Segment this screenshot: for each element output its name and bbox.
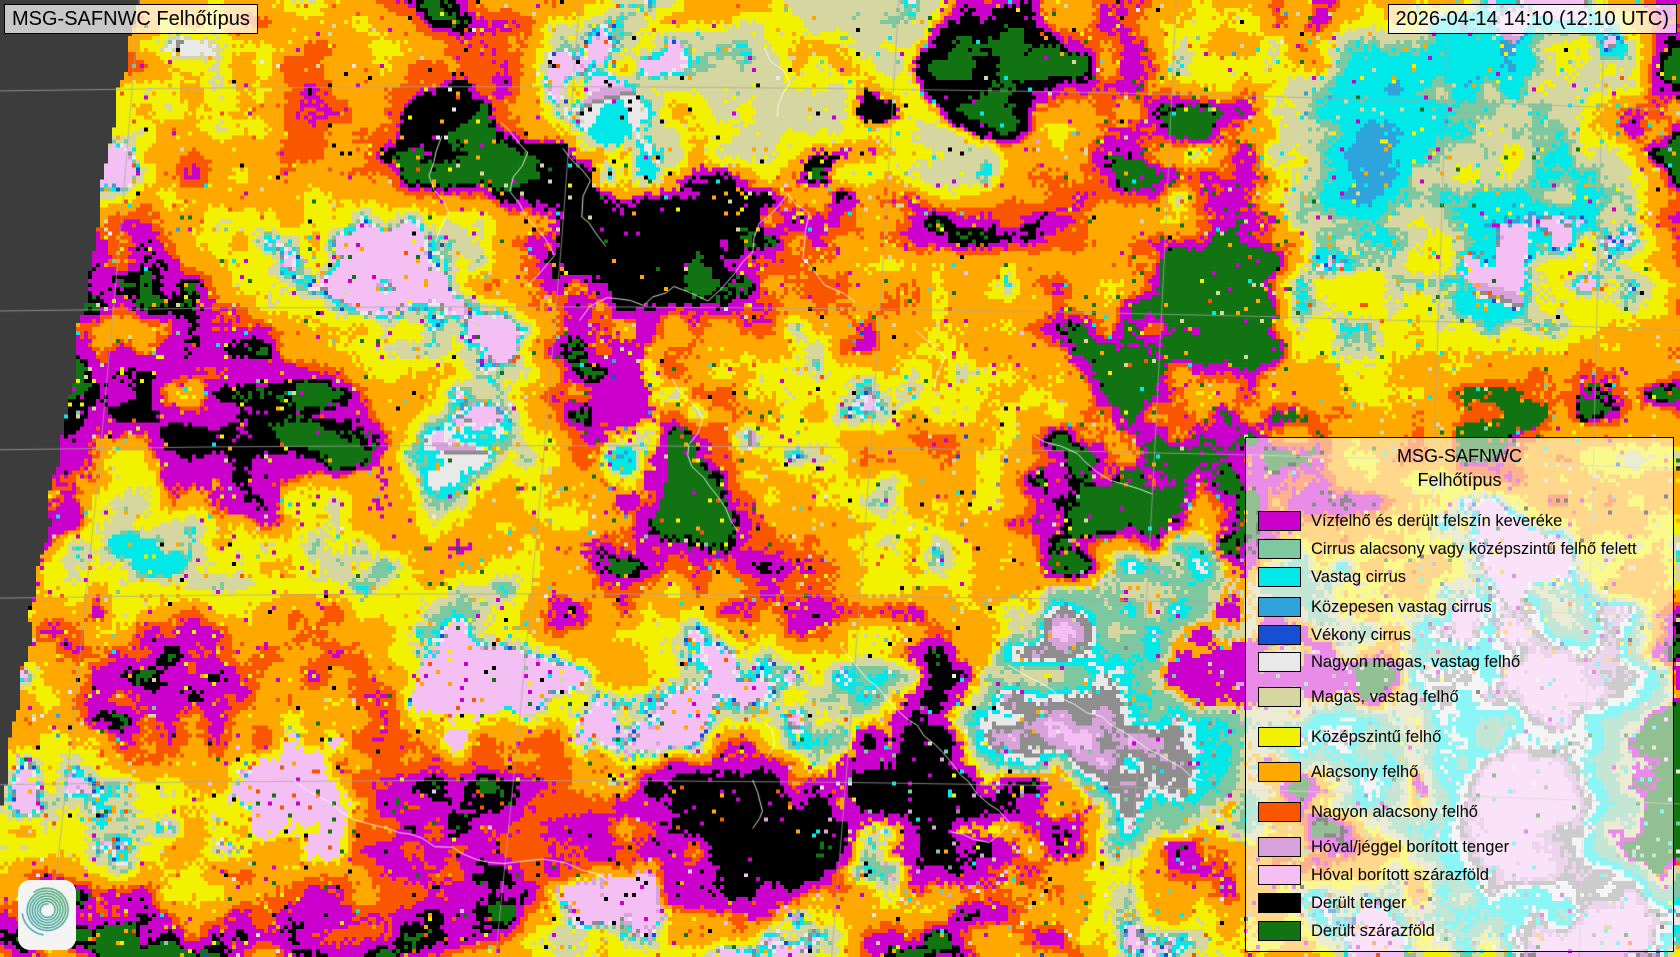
- legend-item: Hóval borított szárazföld: [1258, 865, 1489, 885]
- legend-item: Hóval/jéggel borított tenger: [1258, 837, 1509, 857]
- legend-item-label: Nagyon alacsony felhő: [1311, 802, 1478, 821]
- legend-swatch: [1258, 921, 1301, 941]
- legend-item-label: Cirrus alacsony vagy középszintű felhő f…: [1311, 539, 1637, 558]
- legend-item: Magas, vastag felhő: [1258, 687, 1459, 707]
- legend-item: Derült tenger: [1258, 893, 1406, 913]
- hungaromet-logo: [18, 880, 76, 950]
- legend-item: Vékony cirrus: [1258, 625, 1411, 645]
- legend-item: Középszintű felhő: [1258, 727, 1441, 747]
- legend-title-line2: Felhőtípus: [1417, 470, 1502, 490]
- legend-item: Vízfelhő és derült felszín keveréke: [1258, 511, 1562, 531]
- legend-item-label: Vízfelhő és derült felszín keveréke: [1311, 511, 1563, 530]
- product-title-text: MSG-SAFNWC Felhőtípus: [12, 8, 250, 30]
- legend-item-label: Hóval/jéggel borított tenger: [1311, 837, 1510, 856]
- legend-item: Nagyon magas, vastag felhő: [1258, 652, 1520, 672]
- legend-item-label: Nagyon magas, vastag felhő: [1311, 652, 1521, 671]
- legend-swatch: [1258, 511, 1301, 531]
- legend-panel: MSG-SAFNWC Felhőtípus Vízfelhő és derült…: [1245, 437, 1674, 952]
- legend-swatch: [1258, 597, 1301, 617]
- legend-item: Cirrus alacsony vagy középszintű felhő f…: [1258, 539, 1637, 559]
- timestamp-badge: 2026-04-14 14:10 (12:10 UTC): [1387, 4, 1677, 34]
- legend-swatch: [1258, 567, 1301, 587]
- legend-item-label: Derült szárazföld: [1311, 921, 1435, 940]
- legend-item: Nagyon alacsony felhő: [1258, 802, 1478, 822]
- legend-item: Közepesen vastag cirrus: [1258, 597, 1492, 617]
- legend-swatch: [1258, 687, 1301, 707]
- legend-swatch: [1258, 625, 1301, 645]
- legend-item-label: Derült tenger: [1311, 893, 1407, 912]
- legend-swatch: [1258, 837, 1301, 857]
- legend-swatch: [1258, 762, 1301, 782]
- legend-item-label: Közepesen vastag cirrus: [1311, 597, 1492, 616]
- legend-item-label: Alacsony felhő: [1311, 762, 1419, 781]
- timestamp-text: 2026-04-14 14:10 (12:10 UTC): [1395, 8, 1670, 30]
- legend-item-label: Hóval borított szárazföld: [1311, 865, 1489, 884]
- legend-item: Derült szárazföld: [1258, 921, 1435, 941]
- legend-swatch: [1258, 802, 1301, 822]
- legend-swatch: [1258, 893, 1301, 913]
- legend-item-label: Vastag cirrus: [1311, 567, 1407, 586]
- legend-swatch: [1258, 652, 1301, 672]
- legend-swatch: [1258, 727, 1301, 747]
- legend-item: Vastag cirrus: [1258, 567, 1406, 587]
- legend-item-label: Magas, vastag felhő: [1311, 687, 1459, 706]
- legend-item-label: Vékony cirrus: [1311, 625, 1411, 644]
- legend-swatch: [1258, 539, 1301, 559]
- product-title-badge: MSG-SAFNWC Felhőtípus: [4, 4, 258, 34]
- spiral-logo-icon: [18, 880, 76, 950]
- legend-item-label: Középszintű felhő: [1311, 727, 1442, 746]
- legend-title-line1: MSG-SAFNWC: [1397, 446, 1522, 466]
- legend-item: Alacsony felhő: [1258, 762, 1418, 782]
- legend-swatch: [1258, 865, 1301, 885]
